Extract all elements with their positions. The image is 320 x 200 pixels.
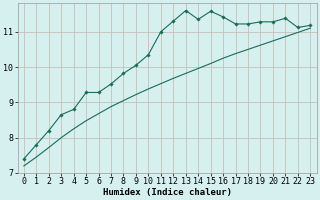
X-axis label: Humidex (Indice chaleur): Humidex (Indice chaleur) — [103, 188, 232, 197]
